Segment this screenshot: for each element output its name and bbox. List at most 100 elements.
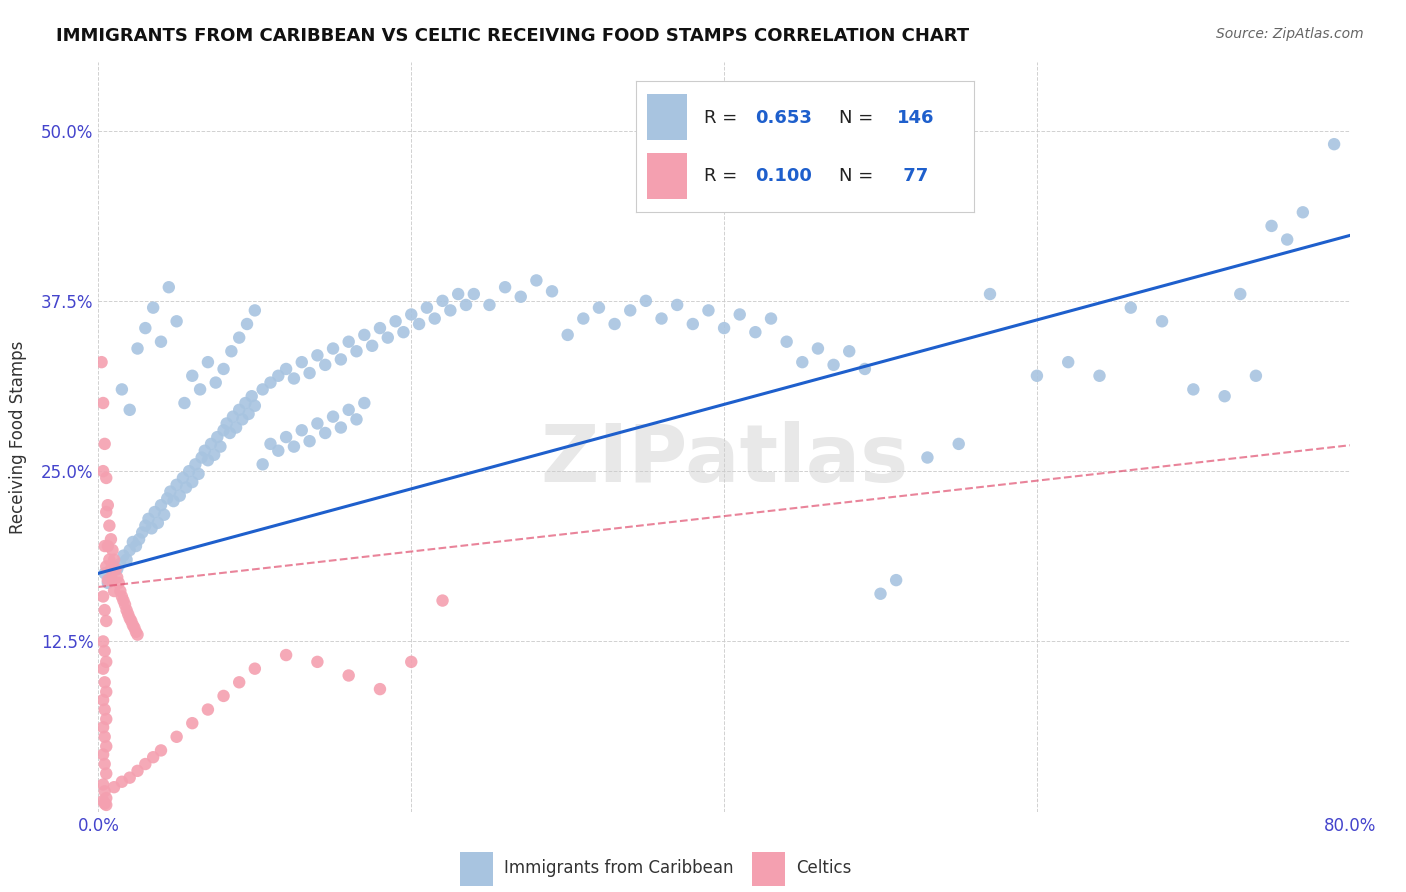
Point — [93, 757, 115, 772]
Point — [110, 557, 132, 571]
Point — [823, 358, 845, 372]
Point — [463, 287, 485, 301]
Point — [121, 535, 143, 549]
Point — [100, 533, 122, 547]
Point — [207, 430, 229, 444]
Point — [267, 443, 290, 458]
Point — [557, 327, 579, 342]
Point — [125, 539, 148, 553]
Point — [142, 750, 165, 764]
Point — [197, 453, 219, 467]
Point — [159, 484, 181, 499]
Point — [283, 440, 305, 454]
Text: ZIPatlas: ZIPatlas — [540, 420, 908, 499]
Point — [236, 317, 259, 331]
Point — [200, 437, 222, 451]
Point — [150, 743, 173, 757]
Point — [283, 371, 305, 385]
Point — [212, 689, 235, 703]
Point — [103, 584, 125, 599]
Point — [114, 598, 136, 612]
Point — [187, 467, 209, 481]
Point — [337, 668, 360, 682]
Point — [1229, 287, 1251, 301]
Point — [416, 301, 439, 315]
Point — [96, 505, 118, 519]
Point — [243, 303, 266, 318]
Point — [228, 402, 250, 417]
Point — [118, 543, 141, 558]
Point — [101, 543, 124, 558]
Point — [90, 355, 112, 369]
Point — [100, 570, 122, 584]
Point — [93, 797, 115, 811]
Point — [423, 311, 446, 326]
Point — [401, 655, 423, 669]
Point — [146, 516, 169, 530]
Point — [93, 675, 115, 690]
Point — [197, 702, 219, 716]
Point — [125, 624, 148, 639]
Point — [384, 314, 406, 328]
Point — [91, 396, 114, 410]
Point — [118, 771, 141, 785]
Point — [166, 730, 188, 744]
Point — [291, 423, 314, 437]
Point — [115, 603, 138, 617]
Point — [439, 303, 461, 318]
Point — [252, 383, 274, 397]
Point — [105, 570, 128, 584]
Point — [96, 614, 118, 628]
Point — [97, 498, 120, 512]
Point — [1292, 205, 1315, 219]
Point — [392, 325, 415, 339]
Point — [259, 376, 281, 390]
Point — [169, 489, 191, 503]
Point — [134, 321, 156, 335]
Point — [329, 352, 352, 367]
Point — [128, 533, 150, 547]
Text: IMMIGRANTS FROM CARIBBEAN VS CELTIC RECEIVING FOOD STAMPS CORRELATION CHART: IMMIGRANTS FROM CARIBBEAN VS CELTIC RECE… — [56, 27, 969, 45]
Point — [1323, 137, 1346, 152]
Point — [142, 301, 165, 315]
Point — [127, 342, 149, 356]
Point — [162, 494, 184, 508]
Point — [235, 396, 257, 410]
Point — [368, 321, 391, 335]
Point — [138, 512, 160, 526]
Point — [96, 739, 118, 754]
Point — [181, 368, 204, 383]
Point — [96, 685, 118, 699]
Point — [314, 425, 336, 440]
Point — [838, 344, 860, 359]
Point — [353, 396, 375, 410]
Point — [240, 389, 263, 403]
Point — [166, 314, 188, 328]
Point — [172, 471, 194, 485]
Point — [111, 590, 134, 604]
Point — [93, 702, 115, 716]
Point — [103, 780, 125, 795]
Point — [1277, 233, 1299, 247]
Point — [107, 575, 129, 590]
Point — [1213, 389, 1236, 403]
Point — [572, 311, 595, 326]
Point — [728, 308, 751, 322]
Point — [650, 311, 672, 326]
Point — [110, 584, 132, 599]
Point — [212, 423, 235, 437]
Point — [104, 562, 127, 576]
Point — [228, 675, 250, 690]
Point — [291, 355, 314, 369]
Point — [93, 539, 115, 553]
Point — [494, 280, 516, 294]
Point — [353, 327, 375, 342]
Point — [432, 593, 454, 607]
Point — [979, 287, 1001, 301]
Point — [307, 655, 329, 669]
Point — [150, 334, 173, 349]
Point — [884, 573, 907, 587]
Point — [156, 491, 179, 506]
Point — [917, 450, 939, 465]
Point — [131, 525, 153, 540]
